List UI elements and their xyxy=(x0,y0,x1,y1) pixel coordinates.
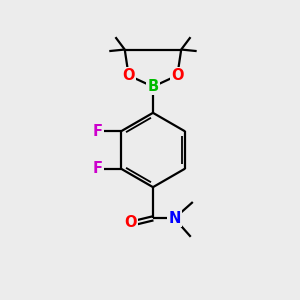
Text: O: O xyxy=(124,215,137,230)
Text: F: F xyxy=(93,161,103,176)
Text: O: O xyxy=(171,68,184,83)
Text: F: F xyxy=(93,124,103,139)
Text: O: O xyxy=(122,68,135,83)
Text: B: B xyxy=(147,79,158,94)
Text: N: N xyxy=(168,211,181,226)
